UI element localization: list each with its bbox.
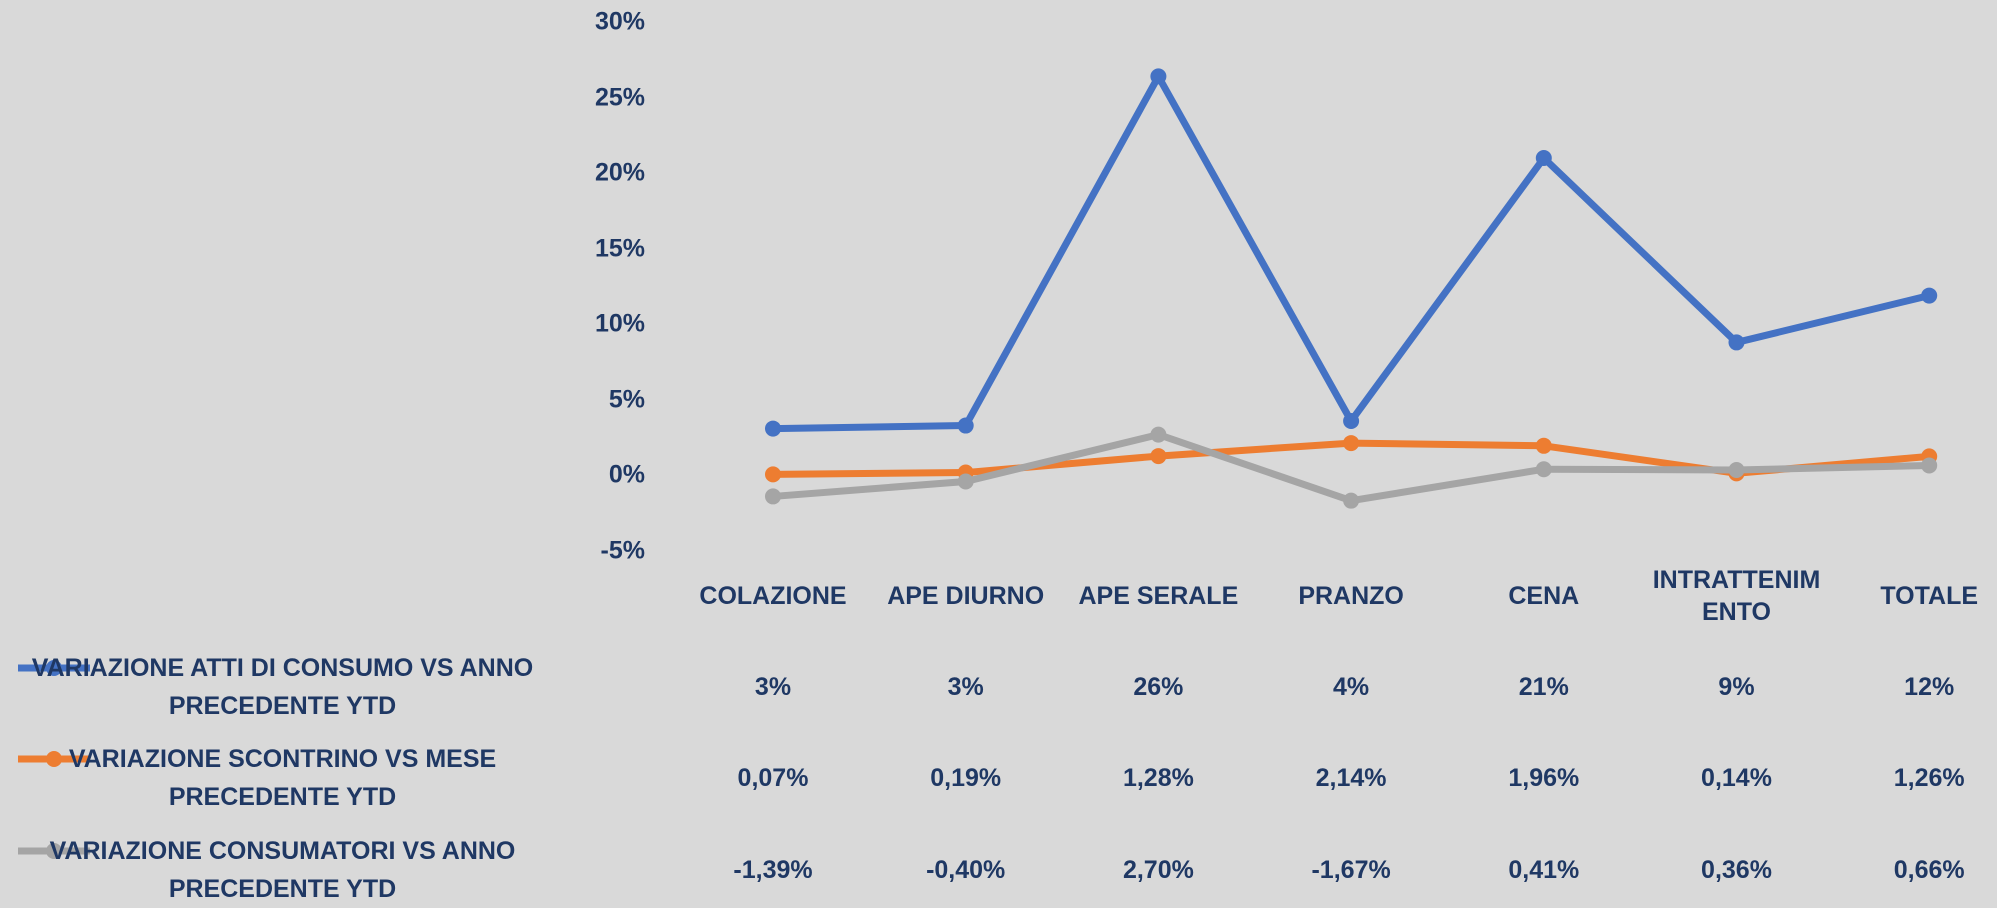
data-label: 0,41% [1508,856,1580,884]
point [957,417,974,434]
data-label: 9% [1718,673,1755,701]
legend-marker [46,660,62,676]
point [1728,461,1745,478]
y-tick-label: 25% [594,83,645,112]
data-label: 1,96% [1508,764,1580,792]
point [765,488,781,505]
y-tick-label: 15% [594,234,645,263]
point [957,473,974,490]
data-label: 3% [947,673,984,701]
y-tick-label: 10% [594,309,645,338]
point [1343,435,1360,452]
y-tick-label: 0% [608,460,645,489]
point [1343,413,1360,430]
data-label: 2,14% [1315,764,1387,792]
data-label: 0,14% [1701,764,1772,792]
point [1535,150,1552,167]
y-tick-label: 30% [594,7,645,36]
point [1150,426,1167,443]
point [1921,287,1938,304]
series-line [772,72,1931,433]
point [1343,492,1360,509]
point [1921,457,1938,474]
legend-marker [46,843,62,859]
data-label: 0,19% [930,764,1002,792]
point [1535,461,1552,478]
x-tick-label: TOTALE [1880,582,1979,610]
data-label: 26% [1133,673,1184,701]
x-tick-label: APE SERALE [1078,582,1239,610]
x-tick-label: INTRATTENIMENTO [1652,566,1821,626]
x-tick-label: PRANZO [1298,582,1404,610]
point [1728,334,1745,351]
point [1535,437,1552,454]
data-label: 3% [754,673,792,701]
data-label: 21% [1518,673,1569,701]
legend-label: VARIAZIONE CONSUMATORI VS ANNO PRECEDENT… [49,837,516,903]
point [765,466,781,483]
data-label: 0,36% [1701,856,1772,884]
legend-marker [46,751,62,767]
point [1150,448,1167,465]
data-label: 1,28% [1122,764,1194,792]
data-label: -1,39% [733,856,813,884]
x-tick-label: CENA [1508,582,1580,610]
point [765,420,781,437]
data-label: 1,26% [1893,764,1965,792]
data-label: -0,40% [926,856,1006,884]
y-tick-label: 20% [594,158,645,187]
data-label: 0,66% [1893,856,1965,884]
y-tick-label: -5% [600,536,645,565]
x-tick-label: COLAZIONE [699,582,847,610]
data-label: 4% [1333,673,1370,701]
data-label: 2,70% [1122,856,1194,884]
legend-label: VARIAZIONE ATTI DI CONSUMO VS ANNO PRECE… [31,654,534,720]
x-tick-label: APE DIURNO [887,582,1045,610]
point [1150,68,1167,85]
y-tick-label: 5% [608,385,645,414]
data-label: 12% [1904,673,1955,701]
data-label: 0,07% [737,764,809,792]
legend-label: VARIAZIONE SCONTRINO VS MESE PRECEDENTE … [68,745,497,811]
data-label: -1,67% [1311,856,1391,884]
